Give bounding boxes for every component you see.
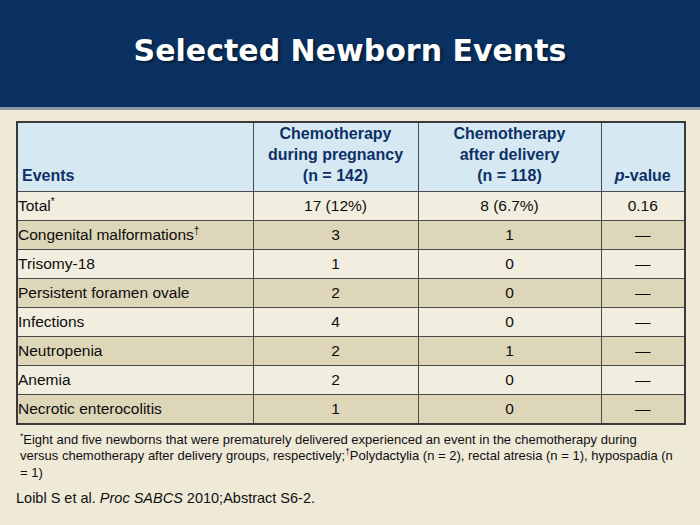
title-band: Selected Newborn Events: [0, 0, 700, 110]
event-cell: Anemia: [17, 366, 253, 395]
during-cell: 1: [253, 250, 418, 279]
citation-suffix: 2010;Abstract S6-2.: [183, 490, 315, 506]
table-row: Congenital malformations† 3 1 —: [17, 221, 685, 250]
header-during-line1: Chemotherapy: [258, 123, 414, 144]
table-header: Events Chemotherapy during pregnancy (n …: [17, 122, 685, 192]
table-row: Infections 4 0 —: [17, 308, 685, 337]
after-cell: 1: [418, 221, 601, 250]
column-header-after: Chemotherapy after delivery (n = 118): [418, 122, 601, 192]
event-label: Infections: [18, 313, 84, 330]
table-body: Total* 17 (12%) 8 (6.7%) 0.16 Congenital…: [17, 192, 685, 424]
table-row: Necrotic enterocolitis 1 0 —: [17, 395, 685, 424]
pvalue-cell: —: [601, 308, 685, 337]
after-cell: 8 (6.7%): [418, 192, 601, 221]
event-cell: Congenital malformations†: [17, 221, 253, 250]
header-after-line1: Chemotherapy: [423, 123, 597, 144]
column-header-pvalue: p-value: [601, 122, 685, 192]
events-table-container: Events Chemotherapy during pregnancy (n …: [16, 121, 684, 425]
table-row: Anemia 2 0 —: [17, 366, 685, 395]
event-label: Necrotic enterocolitis: [18, 400, 162, 417]
newborn-events-table: Events Chemotherapy during pregnancy (n …: [16, 121, 686, 425]
after-cell: 0: [418, 279, 601, 308]
during-cell: 17 (12%): [253, 192, 418, 221]
event-label: Congenital malformations: [18, 226, 194, 243]
pvalue-italic-p: p: [615, 167, 625, 184]
after-cell: 0: [418, 250, 601, 279]
event-label: Total: [18, 197, 51, 214]
event-cell: Persistent foramen ovale: [17, 279, 253, 308]
event-marker: *: [51, 196, 55, 207]
event-cell: Infections: [17, 308, 253, 337]
table-row: Neutropenia 2 1 —: [17, 337, 685, 366]
pvalue-cell: —: [601, 250, 685, 279]
pvalue-cell: —: [601, 366, 685, 395]
after-cell: 0: [418, 308, 601, 337]
citation-journal: Proc SABCS: [100, 490, 183, 506]
pvalue-cell: —: [601, 221, 685, 250]
page-title: Selected Newborn Events: [134, 33, 567, 68]
table-row: Persistent foramen ovale 2 0 —: [17, 279, 685, 308]
event-marker: †: [194, 225, 200, 236]
during-cell: 2: [253, 279, 418, 308]
during-cell: 1: [253, 395, 418, 424]
column-header-during: Chemotherapy during pregnancy (n = 142): [253, 122, 418, 192]
citation: Loibl S et al. Proc SABCS 2010;Abstract …: [16, 490, 700, 506]
after-cell: 1: [418, 337, 601, 366]
during-cell: 2: [253, 337, 418, 366]
table-row: Trisomy-18 1 0 —: [17, 250, 685, 279]
footnote: *Eight and five newborns that were prema…: [20, 432, 678, 482]
header-row: Events Chemotherapy during pregnancy (n …: [17, 122, 685, 192]
pvalue-cell: 0.16: [601, 192, 685, 221]
event-label: Persistent foramen ovale: [18, 284, 189, 301]
pvalue-cell: —: [601, 337, 685, 366]
during-cell: 3: [253, 221, 418, 250]
event-label: Anemia: [18, 371, 71, 388]
header-after-line2: after delivery: [423, 144, 597, 165]
citation-prefix: Loibl S et al.: [16, 490, 100, 506]
event-cell: Trisomy-18: [17, 250, 253, 279]
event-label: Neutropenia: [18, 342, 102, 359]
pvalue-cell: —: [601, 395, 685, 424]
during-cell: 2: [253, 366, 418, 395]
column-header-events: Events: [17, 122, 253, 192]
header-after-line3: (n = 118): [423, 165, 597, 186]
during-cell: 4: [253, 308, 418, 337]
table-row: Total* 17 (12%) 8 (6.7%) 0.16: [17, 192, 685, 221]
header-during-line2: during pregnancy: [258, 144, 414, 165]
event-cell: Total*: [17, 192, 253, 221]
after-cell: 0: [418, 395, 601, 424]
event-cell: Neutropenia: [17, 337, 253, 366]
pvalue-rest: -value: [625, 167, 671, 184]
event-cell: Necrotic enterocolitis: [17, 395, 253, 424]
header-during-line3: (n = 142): [258, 165, 414, 186]
after-cell: 0: [418, 366, 601, 395]
pvalue-cell: —: [601, 279, 685, 308]
event-label: Trisomy-18: [18, 255, 95, 272]
